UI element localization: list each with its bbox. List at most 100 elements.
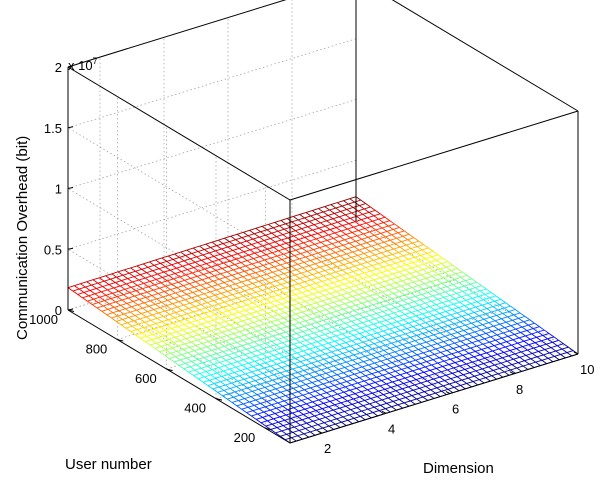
surface-mesh-line (408, 278, 414, 283)
surface-mesh-line (291, 308, 298, 312)
surface-mesh-line (314, 369, 322, 373)
surface-mesh-line (543, 354, 549, 359)
surface-mesh-line (413, 301, 420, 306)
surface-mesh-line (398, 250, 405, 253)
surface-mesh-line (277, 230, 284, 235)
surface-mesh-line (278, 356, 285, 360)
surface-mesh-line (334, 275, 341, 278)
surface-mesh-line (341, 294, 347, 299)
surface-mesh-line (349, 304, 356, 308)
surface-mesh-line (340, 211, 346, 216)
surface-mesh-line (325, 417, 331, 422)
surface-mesh-line (373, 341, 381, 345)
surface-mesh-line (213, 317, 221, 321)
surface-mesh-line (449, 339, 455, 344)
surface-mesh-line (348, 414, 355, 419)
surface-mesh-line (343, 281, 351, 285)
surface-mesh-line (299, 322, 305, 327)
surface-mesh-line (352, 315, 358, 320)
surface-mesh-line (148, 284, 155, 288)
surface-mesh-line (386, 402, 392, 408)
surface-mesh-line (223, 390, 229, 395)
surface-mesh-line (403, 317, 410, 321)
surface-mesh-line (476, 301, 483, 306)
surface-mesh-line (328, 298, 334, 303)
surface-mesh-line (358, 313, 365, 318)
surface-mesh-line (243, 378, 250, 383)
surface-mesh-line (400, 285, 407, 290)
surface-mesh-line (406, 242, 413, 246)
surface-mesh-line (208, 339, 215, 342)
surface-mesh-line (228, 266, 234, 271)
surface-mesh-line (274, 349, 280, 354)
surface-mesh-line (370, 396, 378, 399)
surface-mesh-line (489, 341, 495, 346)
surface-mesh-line (339, 361, 347, 365)
surface-mesh-line (396, 255, 404, 259)
surface-mesh-line (226, 379, 232, 384)
surface-mesh-line (460, 340, 466, 345)
surface-mesh-line (366, 304, 374, 308)
surface-mesh-line (340, 402, 347, 407)
surface-mesh-line (341, 375, 349, 379)
surface-mesh-line (385, 298, 393, 302)
surface-mesh-line (295, 294, 301, 299)
surface-mesh-line (255, 272, 261, 277)
surface-mesh-line (212, 369, 218, 374)
surface-mesh-line (331, 413, 339, 416)
surface-mesh-line (325, 372, 332, 378)
surface-mesh-line (186, 313, 193, 318)
surface-mesh-line (249, 399, 256, 403)
surface-mesh-line (297, 391, 304, 396)
surface-mesh-line (373, 277, 381, 281)
surface-mesh-line (327, 386, 334, 392)
surface-mesh-line (351, 401, 359, 405)
surface-mesh-line (410, 356, 416, 361)
surface-mesh-line (176, 348, 184, 352)
surface-mesh-line (418, 366, 426, 370)
surface-mesh-line (203, 337, 209, 342)
surface-mesh-line (273, 418, 279, 423)
surface-mesh-line (359, 269, 365, 274)
surface-mesh-line (386, 339, 392, 344)
surface-mesh-line (515, 328, 521, 333)
surface-mesh-line (233, 286, 241, 290)
surface-mesh-line (247, 404, 255, 408)
surface-mesh-line (281, 365, 289, 368)
surface-mesh-line (238, 398, 245, 401)
surface-mesh-line (120, 305, 126, 310)
surface-mesh-line (478, 357, 486, 361)
surface-mesh-line (367, 343, 375, 346)
surface-mesh-line (366, 348, 373, 352)
surface-mesh-line (434, 307, 442, 311)
surface-mesh-line (343, 264, 349, 269)
surface-mesh-line (321, 278, 329, 282)
surface-mesh-line (135, 332, 142, 336)
surface-mesh-line (227, 288, 234, 292)
surface-mesh-line (310, 341, 318, 345)
surface-mesh-line (492, 306, 499, 311)
surface-mesh-line (279, 353, 285, 358)
surface-mesh-line (465, 342, 473, 346)
surface-mesh-line (203, 291, 211, 295)
surface-mesh-line (223, 368, 230, 372)
surface-mesh-line (291, 373, 297, 379)
surface-mesh-line (295, 249, 301, 254)
surface-mesh-line (216, 372, 223, 377)
surface-mesh-line (163, 333, 171, 337)
surface-mesh-line (301, 290, 309, 294)
surface-mesh-line (345, 214, 351, 219)
surface-mesh-line (282, 359, 290, 363)
surface-mesh-line (366, 306, 372, 311)
surface-mesh-line (270, 383, 278, 386)
surface-mesh-line (275, 367, 282, 370)
surface-mesh-line (366, 220, 373, 224)
surface-mesh-line (430, 281, 436, 286)
surface-mesh-line (394, 241, 402, 245)
surface-mesh-line (479, 288, 487, 292)
surface-mesh-line (391, 298, 397, 303)
surface-mesh-line (396, 235, 403, 239)
z-tick-mark (67, 187, 74, 189)
surface-mesh-line (453, 346, 460, 349)
surface-mesh-line (535, 359, 543, 363)
